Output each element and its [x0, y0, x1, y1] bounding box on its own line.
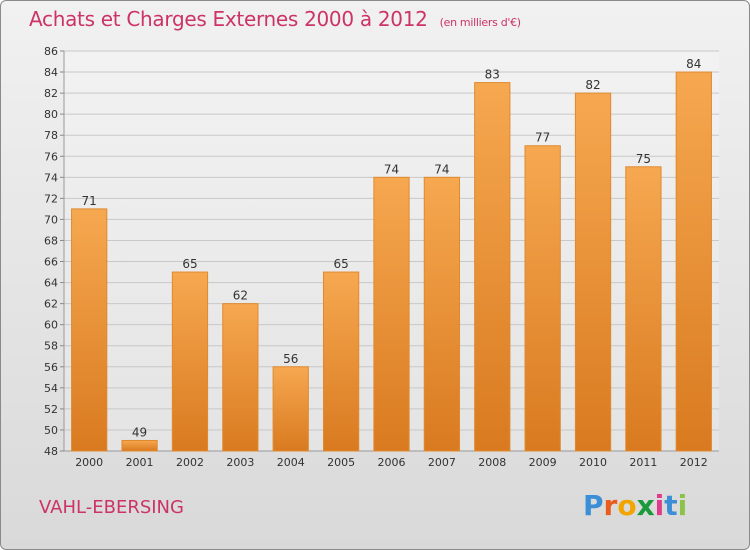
- x-tick-label-2002: 2002: [176, 456, 204, 469]
- logo-letter: i: [677, 489, 688, 522]
- proxiti-logo: Proxiti: [583, 489, 687, 522]
- data-label-2011: 75: [636, 152, 651, 166]
- y-tick-label: 70: [44, 213, 58, 226]
- data-label-2003: 62: [233, 289, 248, 303]
- data-label-2008: 83: [485, 68, 500, 82]
- bar-2006: [373, 176, 410, 452]
- y-tick-label: 86: [44, 45, 58, 58]
- bar-2007: [423, 176, 461, 452]
- bars-layer: [71, 71, 712, 452]
- bar-2010: [574, 92, 612, 452]
- data-label-2012: 84: [686, 57, 701, 71]
- x-tick-label-2003: 2003: [226, 456, 254, 469]
- x-tick-label-2011: 2011: [629, 456, 657, 469]
- logo-letter: i: [654, 489, 665, 522]
- x-tick-label-2007: 2007: [428, 456, 456, 469]
- data-label-2009: 77: [535, 131, 550, 145]
- x-tick-label-2008: 2008: [478, 456, 506, 469]
- bar-2003: [222, 303, 259, 452]
- y-tick-label: 58: [44, 340, 58, 353]
- y-tick-label: 60: [44, 319, 58, 332]
- data-label-2002: 65: [182, 257, 197, 271]
- bar-2012: [675, 71, 712, 452]
- y-tick-label: 78: [44, 129, 58, 142]
- data-label-2004: 56: [283, 352, 298, 366]
- data-label-2001: 49: [132, 425, 147, 439]
- y-tick-label: 64: [44, 277, 58, 290]
- x-tick-label-2005: 2005: [327, 456, 355, 469]
- y-tick-label: 62: [44, 298, 58, 311]
- x-tick-label-2006: 2006: [378, 456, 406, 469]
- chart-title: Achats et Charges Externes 2000 à 2012: [29, 7, 428, 31]
- bar-2004: [272, 366, 309, 452]
- y-tick-label: 52: [44, 403, 58, 416]
- y-tick-label: 66: [44, 256, 58, 269]
- chart-unit: (en milliers d'€): [439, 16, 521, 29]
- y-tick-label: 56: [44, 361, 58, 374]
- logo-letter: x: [636, 489, 655, 522]
- bar-2001: [121, 439, 158, 452]
- bar-2000: [71, 208, 108, 452]
- data-label-2000: 71: [82, 194, 97, 208]
- bar-2011: [625, 166, 662, 452]
- y-tick-label: 50: [44, 424, 58, 437]
- commune-name: VAHL-EBERSING: [39, 497, 184, 518]
- y-tick-label: 82: [44, 87, 58, 100]
- data-label-2007: 74: [434, 162, 449, 176]
- logo-letter: P: [583, 489, 604, 522]
- x-tick-label-2004: 2004: [277, 456, 305, 469]
- bar-2008: [474, 82, 511, 452]
- x-tick-label-2012: 2012: [680, 456, 708, 469]
- x-tick-label-2009: 2009: [529, 456, 557, 469]
- labels-layer: 71 2000 49 2001 65 2002 62 2003 56 2004 65 2005 74 20…: [75, 57, 708, 469]
- logo-letter: o: [617, 489, 637, 522]
- y-tick-label: 80: [44, 108, 58, 121]
- x-tick-label-2001: 2001: [126, 456, 154, 469]
- data-label-2010: 82: [585, 78, 600, 92]
- y-tick-label: 84: [44, 66, 58, 79]
- y-tick-label: 54: [44, 382, 58, 395]
- logo-letter: r: [603, 489, 618, 522]
- y-tick-label: 76: [44, 150, 58, 163]
- y-tick-label: 72: [44, 192, 58, 205]
- bar-2005: [322, 271, 360, 452]
- y-tick-label: 68: [44, 234, 58, 247]
- x-tick-label-2010: 2010: [579, 456, 607, 469]
- y-tick-label: 48: [44, 445, 58, 458]
- y-tick-label: 74: [44, 171, 58, 184]
- bar-2009: [524, 145, 561, 452]
- data-label-2005: 65: [333, 257, 348, 271]
- x-tick-label-2000: 2000: [75, 456, 103, 469]
- data-label-2006: 74: [384, 162, 399, 176]
- chart-title-block: Achats et Charges Externes 2000 à 2012 (…: [29, 7, 521, 31]
- logo-letter: t: [664, 489, 678, 522]
- bar-2002: [171, 271, 209, 452]
